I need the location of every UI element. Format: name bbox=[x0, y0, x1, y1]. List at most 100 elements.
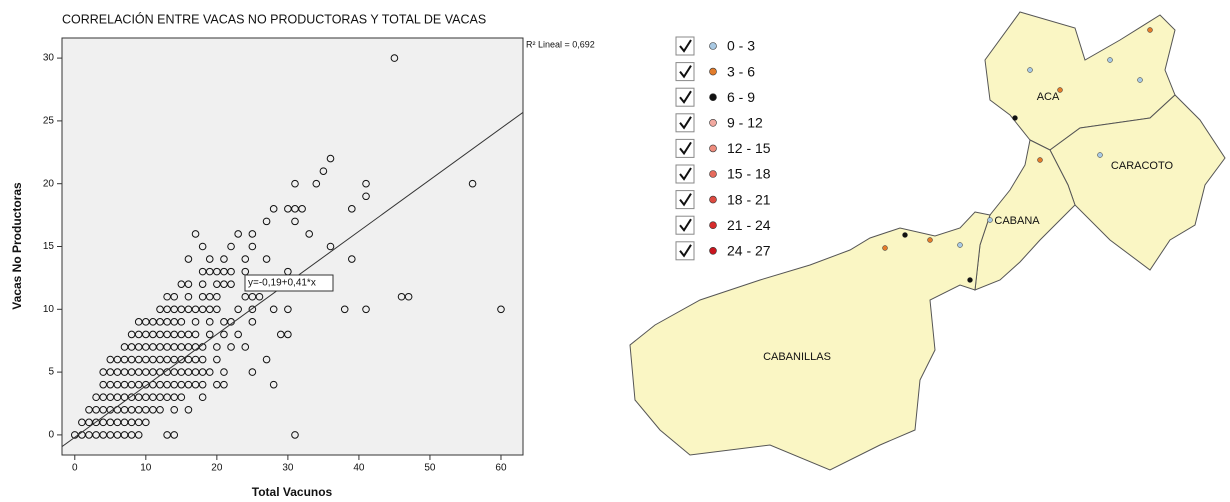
point bbox=[276, 330, 285, 339]
legend-checkbox[interactable] bbox=[675, 62, 695, 82]
legend-swatch bbox=[709, 144, 717, 153]
point bbox=[120, 355, 129, 364]
point bbox=[205, 368, 214, 376]
point bbox=[248, 292, 257, 301]
map-dot bbox=[967, 277, 973, 283]
point bbox=[198, 368, 207, 376]
point bbox=[198, 292, 207, 301]
legend-checkbox[interactable] bbox=[675, 87, 695, 107]
point bbox=[205, 305, 214, 314]
point bbox=[284, 330, 292, 339]
point bbox=[106, 393, 115, 402]
point bbox=[85, 431, 93, 439]
point bbox=[497, 305, 505, 314]
point bbox=[106, 380, 115, 389]
point bbox=[149, 405, 157, 414]
point bbox=[134, 368, 143, 376]
point bbox=[170, 355, 179, 364]
point bbox=[99, 418, 107, 427]
point bbox=[213, 380, 221, 389]
map-dot bbox=[1137, 77, 1143, 83]
point bbox=[163, 330, 171, 339]
point bbox=[191, 305, 200, 314]
x-tick-label: 50 bbox=[424, 463, 436, 474]
point bbox=[177, 318, 186, 326]
point bbox=[142, 330, 150, 339]
point bbox=[113, 418, 122, 427]
legend-label: 24 - 27 bbox=[727, 243, 771, 259]
point bbox=[198, 305, 207, 314]
point bbox=[248, 230, 257, 238]
point bbox=[220, 318, 228, 326]
point bbox=[184, 292, 193, 301]
legend-checkbox[interactable] bbox=[675, 241, 695, 261]
y-tick-label: 15 bbox=[43, 241, 55, 252]
point bbox=[177, 393, 186, 402]
point bbox=[205, 318, 214, 326]
point bbox=[106, 431, 115, 439]
legend-label: 12 - 15 bbox=[727, 140, 771, 156]
point bbox=[163, 355, 171, 364]
point bbox=[184, 355, 193, 364]
point bbox=[340, 305, 349, 314]
x-tick-label: 30 bbox=[282, 463, 294, 474]
point bbox=[234, 305, 242, 314]
legend-checkbox[interactable] bbox=[675, 113, 695, 133]
point bbox=[184, 380, 193, 389]
point bbox=[213, 305, 221, 314]
y-tick-label: 5 bbox=[48, 367, 54, 378]
point bbox=[404, 292, 413, 301]
map-dot bbox=[882, 245, 888, 251]
point bbox=[106, 368, 115, 376]
point bbox=[142, 405, 150, 414]
point bbox=[106, 405, 115, 414]
legend-check bbox=[679, 218, 692, 232]
point bbox=[156, 305, 164, 314]
plot-area bbox=[61, 37, 524, 456]
point bbox=[99, 431, 107, 439]
point bbox=[113, 355, 122, 364]
x-tick-label: 60 bbox=[495, 463, 507, 474]
region-cabanillas bbox=[629, 211, 991, 471]
region-cabana bbox=[974, 139, 1076, 291]
point bbox=[170, 431, 179, 439]
point bbox=[191, 230, 200, 238]
point bbox=[156, 343, 164, 351]
point bbox=[120, 368, 129, 376]
point bbox=[134, 318, 143, 326]
point bbox=[191, 318, 200, 326]
fit-label: y=-0,19+0,41*x bbox=[248, 278, 316, 289]
point bbox=[127, 355, 136, 364]
point bbox=[198, 267, 207, 276]
point bbox=[134, 431, 143, 439]
point bbox=[198, 355, 207, 364]
r2-label: R² Lineal = 0,692 bbox=[526, 39, 595, 49]
y-tick-label: 25 bbox=[43, 116, 55, 127]
point bbox=[220, 280, 228, 288]
point bbox=[227, 280, 235, 288]
point bbox=[120, 380, 129, 389]
point bbox=[319, 167, 328, 175]
point bbox=[269, 205, 278, 213]
point bbox=[120, 431, 129, 439]
point bbox=[127, 330, 136, 339]
legend-label: 9 - 12 bbox=[727, 115, 763, 131]
point bbox=[163, 393, 171, 402]
legend-checkbox[interactable] bbox=[675, 138, 695, 158]
point bbox=[284, 305, 292, 314]
point bbox=[205, 292, 214, 301]
legend-check bbox=[679, 167, 692, 181]
point bbox=[92, 405, 100, 414]
legend-checkbox[interactable] bbox=[675, 190, 695, 210]
point bbox=[142, 393, 150, 402]
point bbox=[156, 318, 164, 326]
point bbox=[170, 393, 179, 402]
legend-swatch bbox=[709, 170, 717, 178]
legend-checkbox[interactable] bbox=[675, 164, 695, 184]
legend-checkbox[interactable] bbox=[675, 36, 695, 56]
point bbox=[191, 380, 200, 389]
legend-label: 6 - 9 bbox=[727, 89, 755, 105]
legend-checkbox[interactable] bbox=[675, 215, 695, 235]
